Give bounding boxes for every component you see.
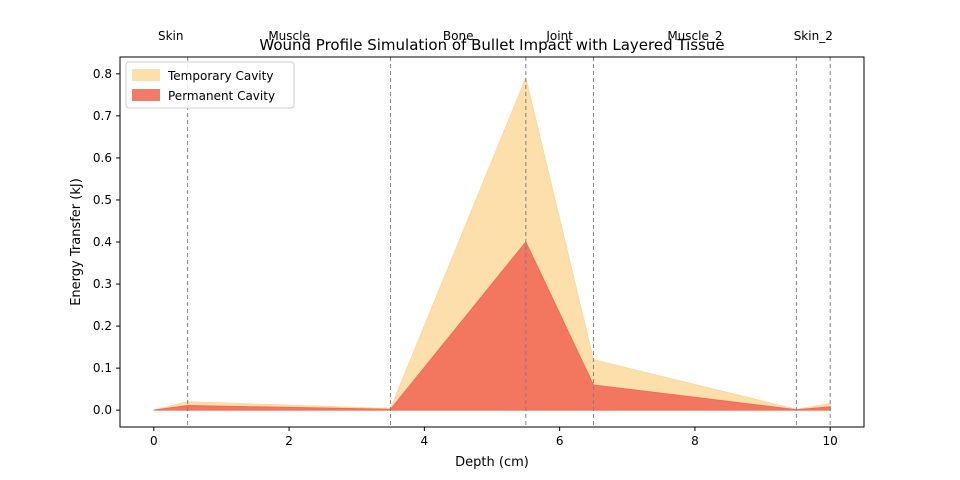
legend-swatch bbox=[132, 89, 160, 101]
y-tick-label: 0.6 bbox=[93, 151, 112, 165]
layer-label: Joint bbox=[545, 29, 573, 43]
y-tick-label: 0.5 bbox=[93, 193, 112, 207]
chart-title: Wound Profile Simulation of Bullet Impac… bbox=[259, 36, 724, 54]
y-axis-ticks: 0.0 0.1 0.2 0.3 0.4 0.5 0.6 0.7 0.8 bbox=[93, 67, 120, 417]
legend-frame bbox=[125, 61, 295, 109]
layer-labels: Skin Muscle Bone Joint Muscle_2 Skin_2 bbox=[158, 29, 833, 43]
layer-label: Muscle bbox=[268, 29, 310, 43]
legend: Temporary Cavity Permanent Cavity bbox=[125, 61, 295, 109]
layer-label: Skin bbox=[158, 29, 184, 43]
x-axis-ticks: 0 2 4 6 8 10 bbox=[150, 427, 838, 448]
legend-label: Permanent Cavity bbox=[168, 89, 275, 103]
layer-label: Skin_2 bbox=[794, 29, 833, 43]
x-tick-label: 2 bbox=[285, 434, 293, 448]
y-tick-label: 0.4 bbox=[93, 235, 112, 249]
y-tick-label: 0.2 bbox=[93, 319, 112, 333]
y-tick-label: 0.1 bbox=[93, 361, 112, 375]
x-tick-label: 0 bbox=[150, 434, 158, 448]
x-tick-label: 10 bbox=[823, 434, 838, 448]
legend-swatch bbox=[132, 69, 160, 81]
y-tick-label: 0.3 bbox=[93, 277, 112, 291]
y-tick-label: 0.0 bbox=[93, 403, 112, 417]
x-tick-label: 8 bbox=[691, 434, 699, 448]
x-tick-label: 4 bbox=[421, 434, 429, 448]
layer-boundary-lines bbox=[187, 57, 831, 427]
x-tick-label: 6 bbox=[556, 434, 564, 448]
area-layer bbox=[153, 76, 831, 411]
y-tick-label: 0.8 bbox=[93, 67, 112, 81]
y-axis-label: Energy Transfer (kJ) bbox=[69, 178, 84, 306]
x-axis-label: Depth (cm) bbox=[455, 455, 529, 470]
legend-label: Temporary Cavity bbox=[167, 69, 273, 83]
y-tick-label: 0.7 bbox=[93, 109, 112, 123]
layer-label: Bone bbox=[443, 29, 474, 43]
layer-label: Muscle_2 bbox=[667, 29, 722, 43]
